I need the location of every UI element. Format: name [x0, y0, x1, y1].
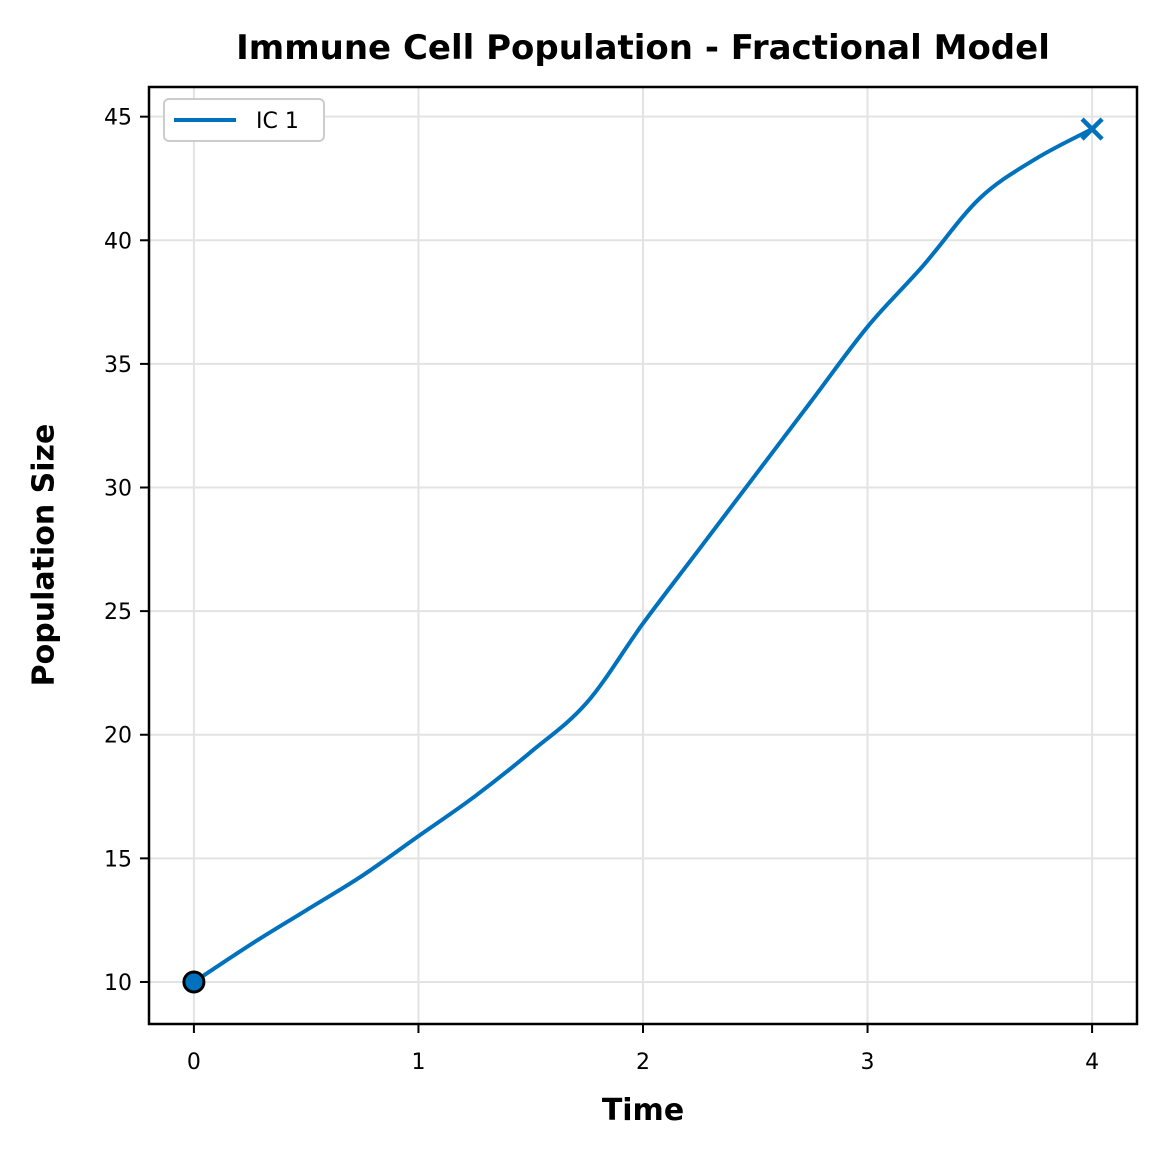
start-marker: [184, 972, 204, 992]
y-axis-label: Population Size: [27, 424, 62, 687]
x-tick-label-0: 0: [187, 1050, 201, 1075]
grid-layer: [149, 87, 1137, 1024]
y-tick-label-4: 30: [104, 477, 132, 502]
y-tick-label-1: 15: [104, 847, 132, 872]
y-tick-label-0: 10: [104, 971, 132, 996]
x-tick-label-2: 2: [636, 1050, 650, 1075]
y-tick-label-7: 45: [104, 106, 132, 131]
x-axis-label: Time: [149, 1093, 1137, 1128]
y-tick-label-2: 20: [104, 724, 132, 749]
x-tick-label-3: 3: [861, 1050, 875, 1075]
x-tick-label-1: 1: [411, 1050, 425, 1075]
y-tick-label-5: 35: [104, 353, 132, 378]
x-tick-label-4: 4: [1085, 1050, 1099, 1075]
axes-layer: 0 1 2 3 4 10 15 20 25 30 35 40 45: [104, 87, 1137, 1075]
legend-layer: IC 1: [164, 99, 324, 141]
y-tick-label-6: 40: [104, 229, 132, 254]
y-tick-label-3: 25: [104, 600, 132, 625]
legend-label-0: IC 1: [256, 109, 299, 134]
